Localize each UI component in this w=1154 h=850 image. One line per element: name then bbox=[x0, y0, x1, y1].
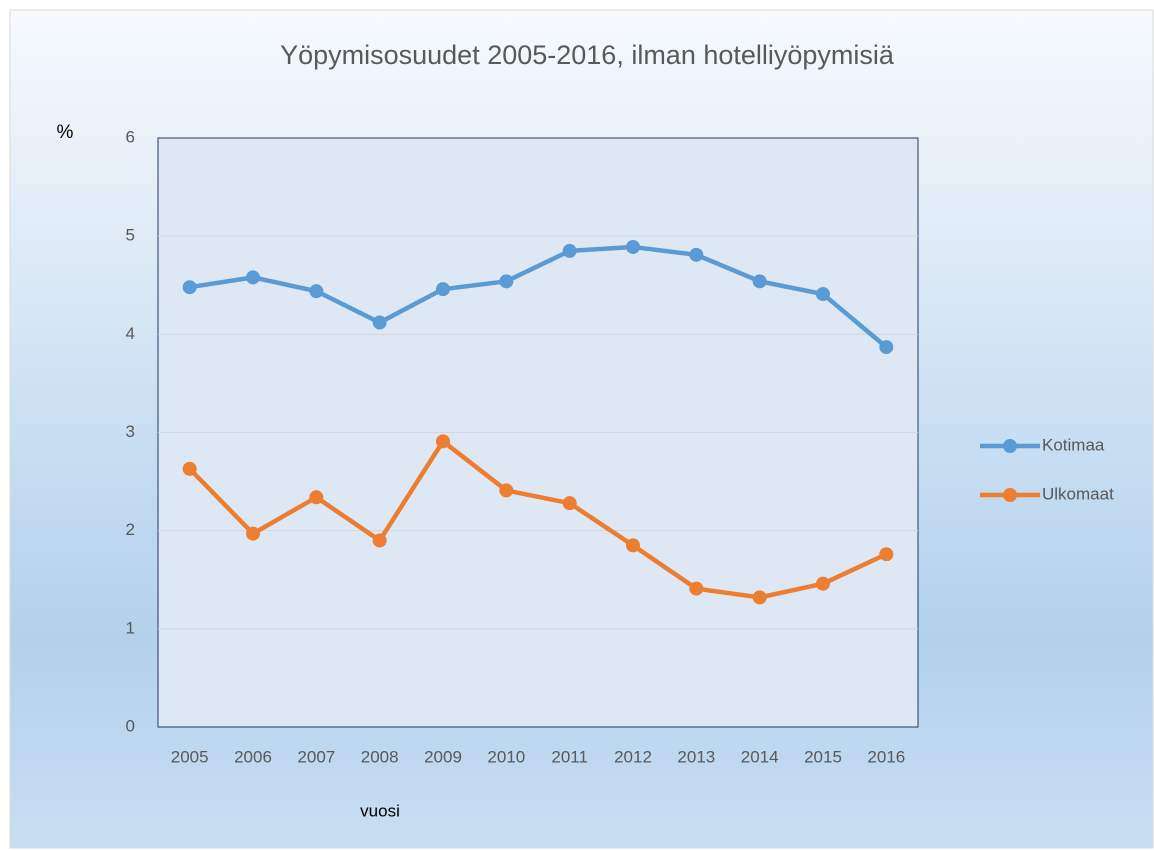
x-tick-label: 2006 bbox=[234, 747, 272, 766]
data-point bbox=[309, 284, 324, 299]
legend-marker bbox=[1003, 488, 1017, 502]
legend-label: Ulkomaat bbox=[1042, 484, 1114, 503]
data-point bbox=[689, 247, 704, 262]
y-axis-label: % bbox=[57, 122, 74, 143]
series-line bbox=[188, 439, 888, 600]
x-tick-label: 2013 bbox=[677, 747, 715, 766]
x-tick-label: 2011 bbox=[551, 747, 588, 766]
x-tick-label: 2009 bbox=[424, 747, 462, 766]
data-point bbox=[626, 239, 640, 254]
x-tick-label: 2010 bbox=[487, 747, 525, 766]
y-tick-label: 0 bbox=[126, 716, 135, 735]
data-point bbox=[562, 243, 577, 258]
data-point bbox=[309, 490, 324, 505]
data-point bbox=[752, 590, 767, 605]
data-point bbox=[499, 274, 514, 289]
data-point bbox=[816, 287, 830, 302]
legend-marker bbox=[1003, 439, 1017, 453]
data-point bbox=[626, 538, 640, 553]
data-point bbox=[372, 315, 387, 330]
data-point bbox=[816, 576, 830, 591]
data-point bbox=[879, 547, 894, 562]
y-tick-label: 1 bbox=[126, 618, 135, 637]
y-tick-label: 5 bbox=[126, 226, 135, 245]
data-point bbox=[562, 496, 577, 511]
x-tick-label: 2007 bbox=[297, 747, 335, 766]
data-point bbox=[182, 280, 197, 295]
data-point bbox=[182, 461, 197, 476]
data-point bbox=[436, 434, 450, 449]
x-tick-label: 2016 bbox=[867, 747, 905, 766]
x-tick-label: 2012 bbox=[614, 747, 652, 766]
y-tick-label: 4 bbox=[126, 324, 135, 343]
legend-label: Kotimaa bbox=[1042, 435, 1105, 454]
y-tick-label: 2 bbox=[126, 520, 135, 539]
series-line bbox=[189, 244, 888, 349]
data-point bbox=[499, 483, 514, 498]
y-tick-label: 3 bbox=[126, 422, 135, 441]
x-tick-label: 2014 bbox=[741, 747, 779, 766]
y-tick-label: 6 bbox=[126, 127, 135, 146]
x-tick-label: 2008 bbox=[361, 747, 399, 766]
data-point bbox=[246, 526, 260, 541]
x-axis-label: vuosi bbox=[360, 801, 400, 820]
chart-title: Yöpymisosuudet 2005-2016, ilman hotelliy… bbox=[280, 40, 895, 70]
x-tick-label: 2015 bbox=[804, 747, 842, 766]
x-tick-label: 2005 bbox=[171, 747, 209, 766]
data-point bbox=[752, 274, 767, 289]
data-point bbox=[689, 581, 704, 596]
data-point bbox=[436, 282, 450, 297]
data-point bbox=[372, 533, 387, 548]
data-point bbox=[879, 340, 894, 355]
data-point bbox=[246, 270, 260, 285]
